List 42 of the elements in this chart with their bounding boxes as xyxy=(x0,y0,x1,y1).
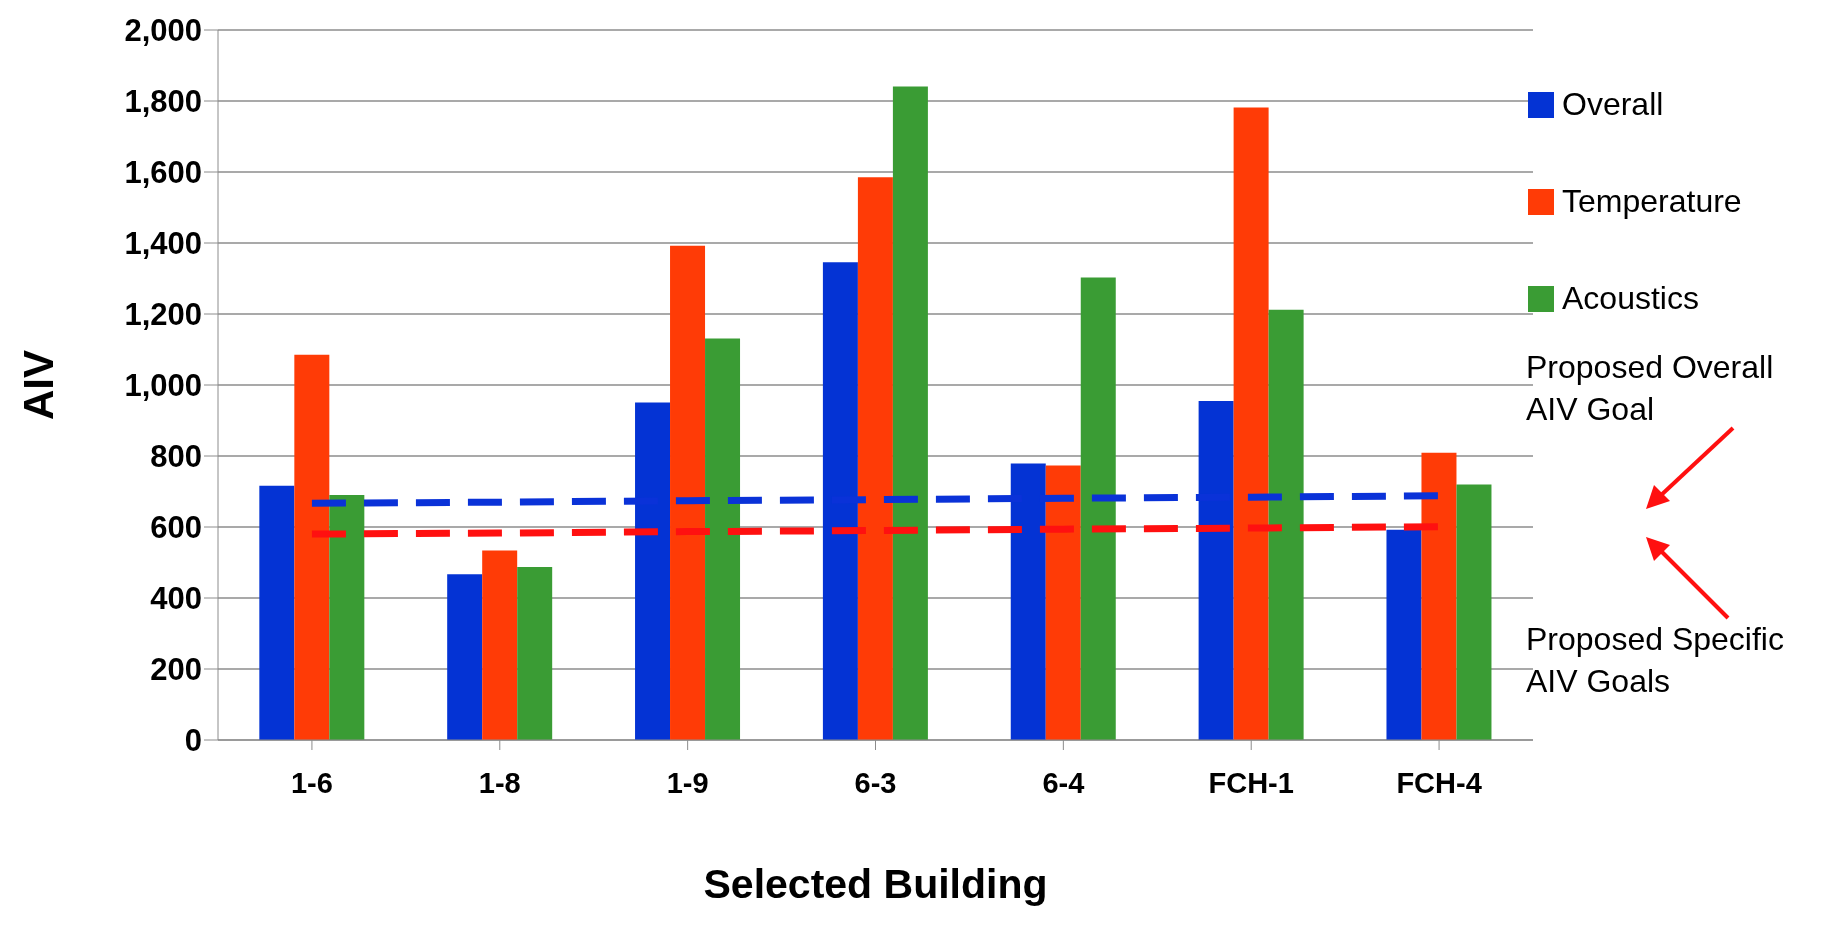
y-tick-label: 1,400 xyxy=(124,226,202,262)
y-axis-title: AIV xyxy=(14,349,62,421)
y-tick-label: 800 xyxy=(150,439,202,475)
legend-label: Acoustics xyxy=(1562,280,1699,317)
bar xyxy=(447,574,483,740)
bar xyxy=(892,86,928,740)
x-tick-label: 6-4 xyxy=(1042,766,1085,799)
bar xyxy=(329,495,365,740)
bar xyxy=(259,485,295,740)
x-tick-label: FCH-1 xyxy=(1208,766,1294,799)
bar xyxy=(294,354,330,740)
bar xyxy=(482,550,518,740)
bar xyxy=(1386,529,1422,740)
y-tick-label: 200 xyxy=(150,652,202,688)
bar xyxy=(705,338,741,740)
y-tick-label: 400 xyxy=(150,581,202,617)
y-tick-label: 0 xyxy=(184,723,202,759)
annotation: Proposed Overall AIV Goal xyxy=(1526,348,1775,429)
x-tick-label: 1-9 xyxy=(666,766,709,799)
bar xyxy=(517,567,553,740)
y-tick-label: 2,000 xyxy=(124,13,202,49)
y-tick-label: 1,600 xyxy=(124,155,202,191)
x-axis-title: Selected Building xyxy=(703,861,1048,907)
y-tick-label: 1,000 xyxy=(124,368,202,404)
legend-label: Overall xyxy=(1562,86,1664,123)
y-tick-label: 1,200 xyxy=(124,297,202,333)
bar xyxy=(1421,452,1457,740)
y-tick-label: 600 xyxy=(150,510,202,546)
annotation: Proposed Specific AIV Goals xyxy=(1526,620,1785,701)
legend-label: Temperature xyxy=(1562,183,1742,220)
bar xyxy=(1456,484,1492,740)
bar xyxy=(1233,107,1269,740)
bar xyxy=(1045,465,1081,740)
bar xyxy=(1268,309,1304,740)
x-tick-label: FCH-4 xyxy=(1396,766,1482,799)
x-tick-label: 1-8 xyxy=(478,766,521,799)
bar xyxy=(670,245,706,740)
bar xyxy=(857,177,893,740)
bar xyxy=(1080,277,1116,740)
x-tick-label: 6-3 xyxy=(854,766,897,799)
x-tick-label: 1-6 xyxy=(290,766,333,799)
y-tick-label: 1,800 xyxy=(124,84,202,119)
